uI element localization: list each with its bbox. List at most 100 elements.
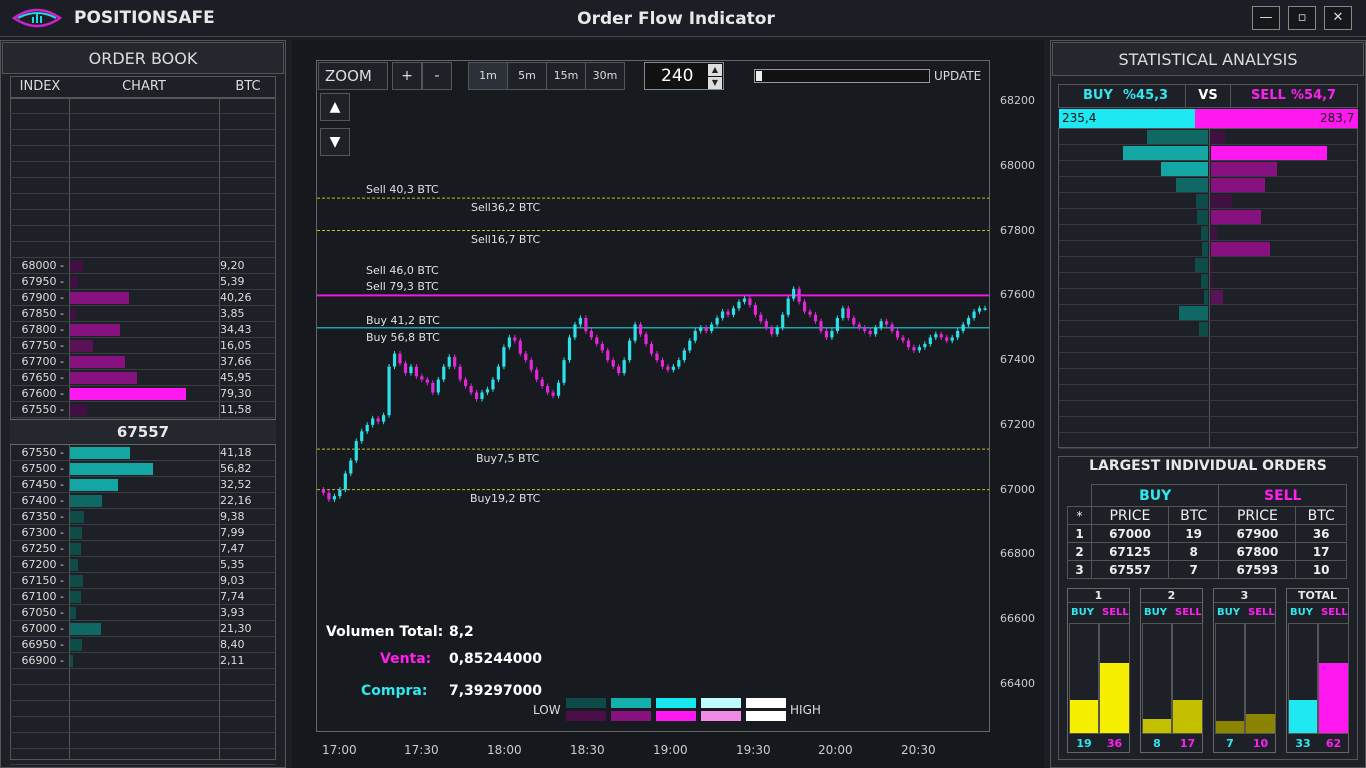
- row-price: 67200 -: [21, 558, 64, 571]
- order-book-row[interactable]: 67000 - 21,30: [10, 621, 276, 637]
- largest-order-n: 2: [1067, 542, 1092, 561]
- close-button[interactable]: ✕: [1324, 6, 1352, 30]
- candle: [983, 308, 987, 310]
- row-volume-bar: [70, 479, 118, 491]
- candle: [753, 305, 757, 315]
- candle: [704, 327, 708, 331]
- mini-buy-label: BUY: [1144, 607, 1167, 618]
- candle: [338, 489, 342, 497]
- order-book-row[interactable]: 67050 - 3,93: [10, 605, 276, 621]
- row-price: 67850 -: [21, 307, 64, 320]
- mini-bar-title: TOTAL: [1287, 589, 1348, 603]
- largest-order-row: 1 67000 19 67900 36: [1067, 524, 1347, 543]
- candle: [923, 343, 927, 348]
- row-volume-bar: [70, 308, 76, 320]
- order-book-row[interactable]: 67800 - 34,43: [10, 322, 276, 338]
- col-buy-price: PRICE: [1091, 506, 1169, 525]
- candle: [835, 318, 839, 331]
- order-book-row[interactable]: 67850 - 3,85: [10, 306, 276, 322]
- depth-grid-row: [1059, 241, 1357, 257]
- mini-sell-bar: [1173, 699, 1202, 733]
- order-book-row[interactable]: 67700 - 37,66: [10, 354, 276, 370]
- largest-order-sp: 67800: [1218, 542, 1297, 561]
- candle: [901, 337, 905, 341]
- update-button[interactable]: UPDATE: [934, 69, 982, 83]
- spin-up-icon[interactable]: ▲: [708, 64, 722, 76]
- row-price: 67300 -: [21, 526, 64, 539]
- candle: [502, 347, 506, 367]
- row-volume-bar: [70, 372, 138, 384]
- row-price: 67750 -: [21, 339, 64, 352]
- largest-order-sp: 67593: [1218, 560, 1297, 579]
- candle: [535, 369, 539, 380]
- candle: [748, 298, 752, 306]
- row-price: 67000 -: [21, 622, 64, 635]
- row-volume-bar: [70, 527, 82, 539]
- candle: [595, 337, 599, 344]
- order-book-row[interactable]: 67750 - 16,05: [10, 338, 276, 354]
- order-book-row[interactable]: 67950 - 5,39: [10, 274, 276, 290]
- row-price: 67450 -: [21, 478, 64, 491]
- timeframe-15m[interactable]: 15m: [546, 62, 586, 90]
- mini-buy-column: [1215, 623, 1245, 734]
- y-tick-label: 68200: [1000, 94, 1035, 107]
- order-book-row[interactable]: 67250 - 7,47: [10, 541, 276, 557]
- row-btc: 16,05: [220, 339, 252, 352]
- mid-price: 67557: [10, 419, 276, 445]
- scroll-down-button[interactable]: ▼: [320, 128, 350, 156]
- order-book-row[interactable]: 67450 - 32,52: [10, 477, 276, 493]
- order-book-row[interactable]: 67300 - 7,99: [10, 525, 276, 541]
- order-book-row[interactable]: 67350 - 9,38: [10, 509, 276, 525]
- buy-depth-bar: [1178, 306, 1208, 320]
- candle: [556, 382, 561, 396]
- order-book-empty-row: [10, 749, 276, 765]
- order-book-row[interactable]: 67100 - 7,74: [10, 589, 276, 605]
- order-book-row[interactable]: 67900 - 40,26: [10, 290, 276, 306]
- sell-depth-bar: [1211, 178, 1266, 192]
- row-volume-bar: [70, 655, 74, 667]
- row-btc: 32,52: [220, 478, 252, 491]
- candle: [649, 343, 654, 354]
- mini-buy-value: 33: [1295, 737, 1311, 750]
- spin-down-icon[interactable]: ▼: [708, 77, 722, 89]
- row-btc: 5,39: [220, 275, 245, 288]
- candle: [906, 340, 911, 348]
- maximize-button[interactable]: ▫: [1288, 6, 1316, 30]
- col-sell-price: PRICE: [1218, 506, 1297, 525]
- order-book-row[interactable]: 67550 - 11,58: [10, 402, 276, 418]
- candle: [759, 314, 763, 322]
- row-btc: 34,43: [220, 323, 252, 336]
- order-book-row[interactable]: 66900 - 2,11: [10, 653, 276, 669]
- order-book-row[interactable]: 67650 - 45,95: [10, 370, 276, 386]
- column-btc: BTC: [235, 79, 261, 94]
- zoom-in-button[interactable]: +: [392, 62, 422, 90]
- candle: [846, 308, 850, 319]
- order-book-row[interactable]: 67550 - 41,18: [10, 445, 276, 461]
- candle-count-input[interactable]: 240 ▲ ▼: [644, 62, 724, 90]
- candle: [928, 337, 932, 344]
- zoom-out-button[interactable]: -: [422, 62, 452, 90]
- scroll-up-button[interactable]: ▲: [320, 93, 350, 121]
- sell-depth-bar: [1211, 130, 1226, 144]
- order-book-row[interactable]: 67150 - 9,03: [10, 573, 276, 589]
- candle: [660, 360, 665, 367]
- timeframe-1m[interactable]: 1m: [468, 62, 508, 90]
- price-level-label: Buy 41,2 BTC: [366, 314, 440, 327]
- order-book-row[interactable]: 67400 - 22,16: [10, 493, 276, 509]
- timeframe-30m[interactable]: 30m: [585, 62, 625, 90]
- col-rank: *: [1067, 506, 1092, 525]
- order-book-row[interactable]: 66950 - 8,40: [10, 637, 276, 653]
- order-book-row[interactable]: 67500 - 56,82: [10, 461, 276, 477]
- timeframe-5m[interactable]: 5m: [507, 62, 547, 90]
- order-book-row[interactable]: 67200 - 5,35: [10, 557, 276, 573]
- order-book-row[interactable]: 67600 - 79,30: [10, 386, 276, 402]
- candle: [589, 330, 593, 338]
- minimize-button[interactable]: —: [1252, 6, 1280, 30]
- sell-depth-bar: [1211, 258, 1214, 272]
- order-book-row[interactable]: 68000 - 9,20: [10, 258, 276, 274]
- order-book-empty-row: [10, 669, 276, 685]
- largest-order-sb: 10: [1295, 560, 1347, 579]
- largest-order-row: 2 67125 8 67800 17: [1067, 542, 1347, 561]
